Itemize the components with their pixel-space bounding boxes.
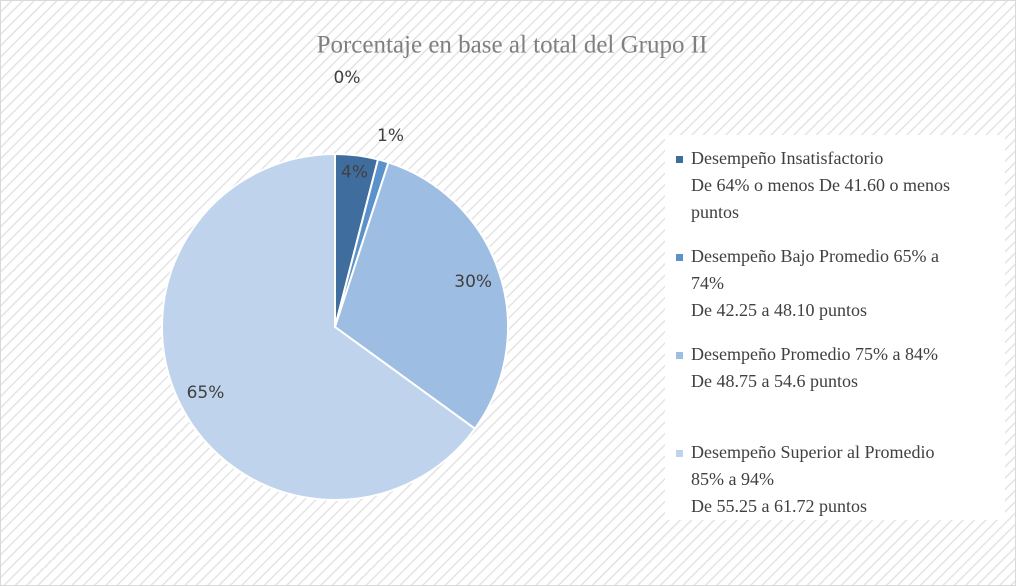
legend-swatch: [676, 254, 683, 261]
chart-title: Porcentaje en base al total del Grupo II: [317, 32, 708, 59]
pie-slice: [333, 161, 509, 431]
data-label: 1%: [377, 126, 404, 146]
legend-swatch: [676, 450, 683, 457]
legend-entry: Desempeño Bajo Promedio 65% a 74% De 42.25…: [691, 246, 939, 320]
legend-entry: Desempeño Promedio 75% a 84% De 48.75 a 5…: [691, 344, 938, 391]
legend-entry: Desempeño Superior al Promedio 85% a 94% D…: [691, 442, 934, 516]
legend-entry: Desempeño Insatisfactorio De 64% o menos …: [691, 148, 950, 222]
data-label: 0%: [334, 68, 361, 88]
legend-swatch: [676, 352, 683, 359]
pie-slice: [161, 152, 477, 501]
data-label: 4%: [341, 163, 368, 183]
data-label: 65%: [187, 383, 225, 403]
legend-swatch: [676, 156, 683, 163]
data-label: 30%: [454, 272, 492, 292]
legend-box: [665, 135, 1005, 520]
